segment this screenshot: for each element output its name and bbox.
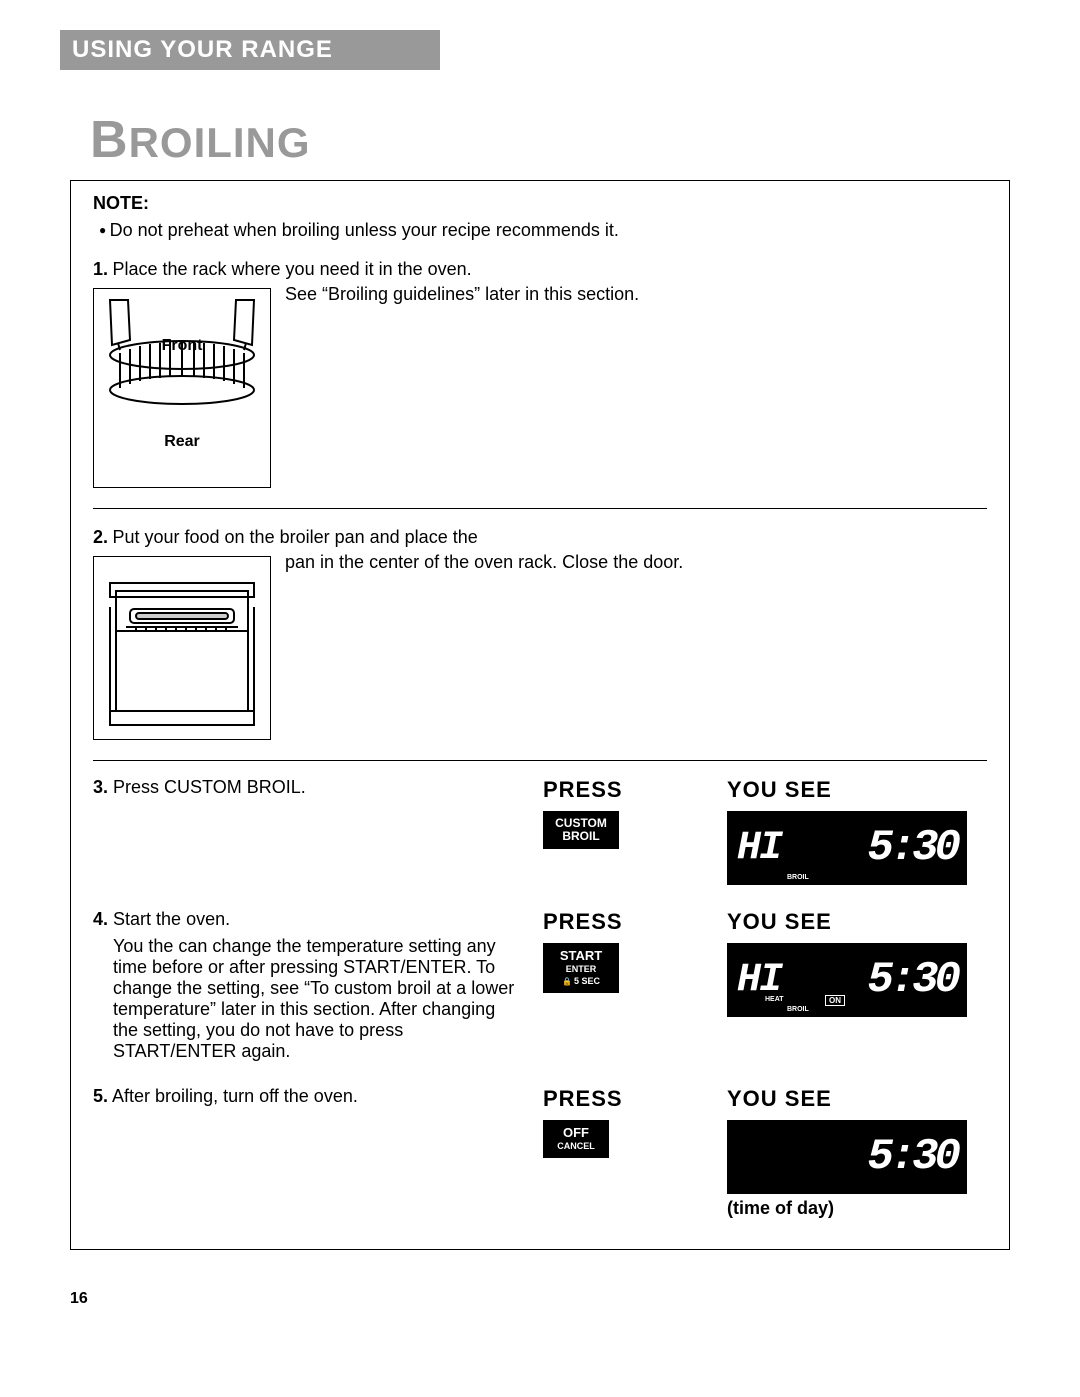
button-line3: 5 SEC: [574, 976, 600, 986]
button-line1: CUSTOM: [555, 816, 607, 830]
step-4-detail: You the can change the temperature setti…: [113, 936, 519, 1062]
display-panel-1: HI 5:30 BROIL: [727, 811, 967, 885]
content-box: NOTE: Do not preheat when broiling unles…: [70, 180, 1010, 1250]
start-enter-button[interactable]: START ENTER 5 SEC: [543, 943, 619, 993]
button-line2: CANCEL: [543, 1142, 609, 1152]
rack-figure: Front Rear: [93, 288, 271, 488]
button-line2: ENTER: [543, 965, 619, 975]
step-5-text: After broiling, turn off the oven.: [112, 1086, 358, 1106]
page-title: BROILING: [90, 110, 1020, 170]
time-of-day-caption: (time of day): [727, 1198, 987, 1219]
step-5: 5. After broiling, turn off the oven. PR…: [93, 1086, 987, 1219]
oven-figure: [93, 556, 271, 740]
step-5-num: 5.: [93, 1086, 108, 1106]
rack-icon: [100, 295, 264, 445]
yousee-header: YOU SEE: [727, 777, 987, 803]
step-3-text: Press CUSTOM BROIL.: [113, 777, 306, 797]
step-1-num: 1.: [93, 259, 108, 279]
display-broil-label: BROIL: [787, 1006, 809, 1013]
divider: [93, 760, 987, 761]
yousee-header: YOU SEE: [727, 1086, 987, 1112]
button-line1: START: [560, 948, 602, 963]
step-2: 2. Put your food on the broiler pan and …: [93, 527, 987, 740]
step-3: 3. Press CUSTOM BROIL. PRESS CUSTOM BROI…: [93, 777, 987, 885]
page-number: 16: [70, 1290, 1020, 1308]
step-2-text: Put your food on the broiler pan and pla…: [112, 527, 477, 547]
rack-rear-label: Rear: [100, 433, 264, 451]
oven-icon: [100, 563, 264, 733]
divider: [93, 508, 987, 509]
note-text: Do not preheat when broiling unless your…: [99, 220, 987, 241]
button-line2: BROIL: [562, 829, 599, 843]
display-heat-label: HEAT: [765, 996, 784, 1003]
display-time: 5:30: [867, 955, 957, 1005]
step-4: 4. Start the oven. You the can change th…: [93, 909, 987, 1062]
step-4-text: Start the oven.: [113, 909, 230, 929]
display-on-label: ON: [825, 995, 845, 1006]
display-time: 5:30: [867, 1132, 957, 1182]
step-4-num: 4.: [93, 909, 108, 929]
display-broil-label: BROIL: [787, 874, 809, 881]
display-panel-2: HI 5:30 HEAT ON BROIL: [727, 943, 967, 1017]
display-panel-3: 5:30: [727, 1120, 967, 1194]
step-1: 1. Place the rack where you need it in t…: [93, 259, 987, 488]
step-3-num: 3.: [93, 777, 108, 797]
off-cancel-button[interactable]: OFF CANCEL: [543, 1120, 609, 1158]
display-hi: HI: [737, 826, 781, 871]
rack-front-label: Front: [100, 337, 264, 355]
custom-broil-button[interactable]: CUSTOM BROIL: [543, 811, 619, 849]
yousee-header: YOU SEE: [727, 909, 987, 935]
button-line1: OFF: [563, 1125, 589, 1140]
display-time: 5:30: [867, 823, 957, 873]
step-1-text: Place the rack where you need it in the …: [112, 259, 471, 279]
section-header: USING YOUR RANGE: [60, 30, 440, 70]
press-header: PRESS: [543, 1086, 703, 1112]
press-header: PRESS: [543, 909, 703, 935]
note-label: NOTE:: [93, 193, 987, 214]
press-header: PRESS: [543, 777, 703, 803]
step-2-num: 2.: [93, 527, 108, 547]
